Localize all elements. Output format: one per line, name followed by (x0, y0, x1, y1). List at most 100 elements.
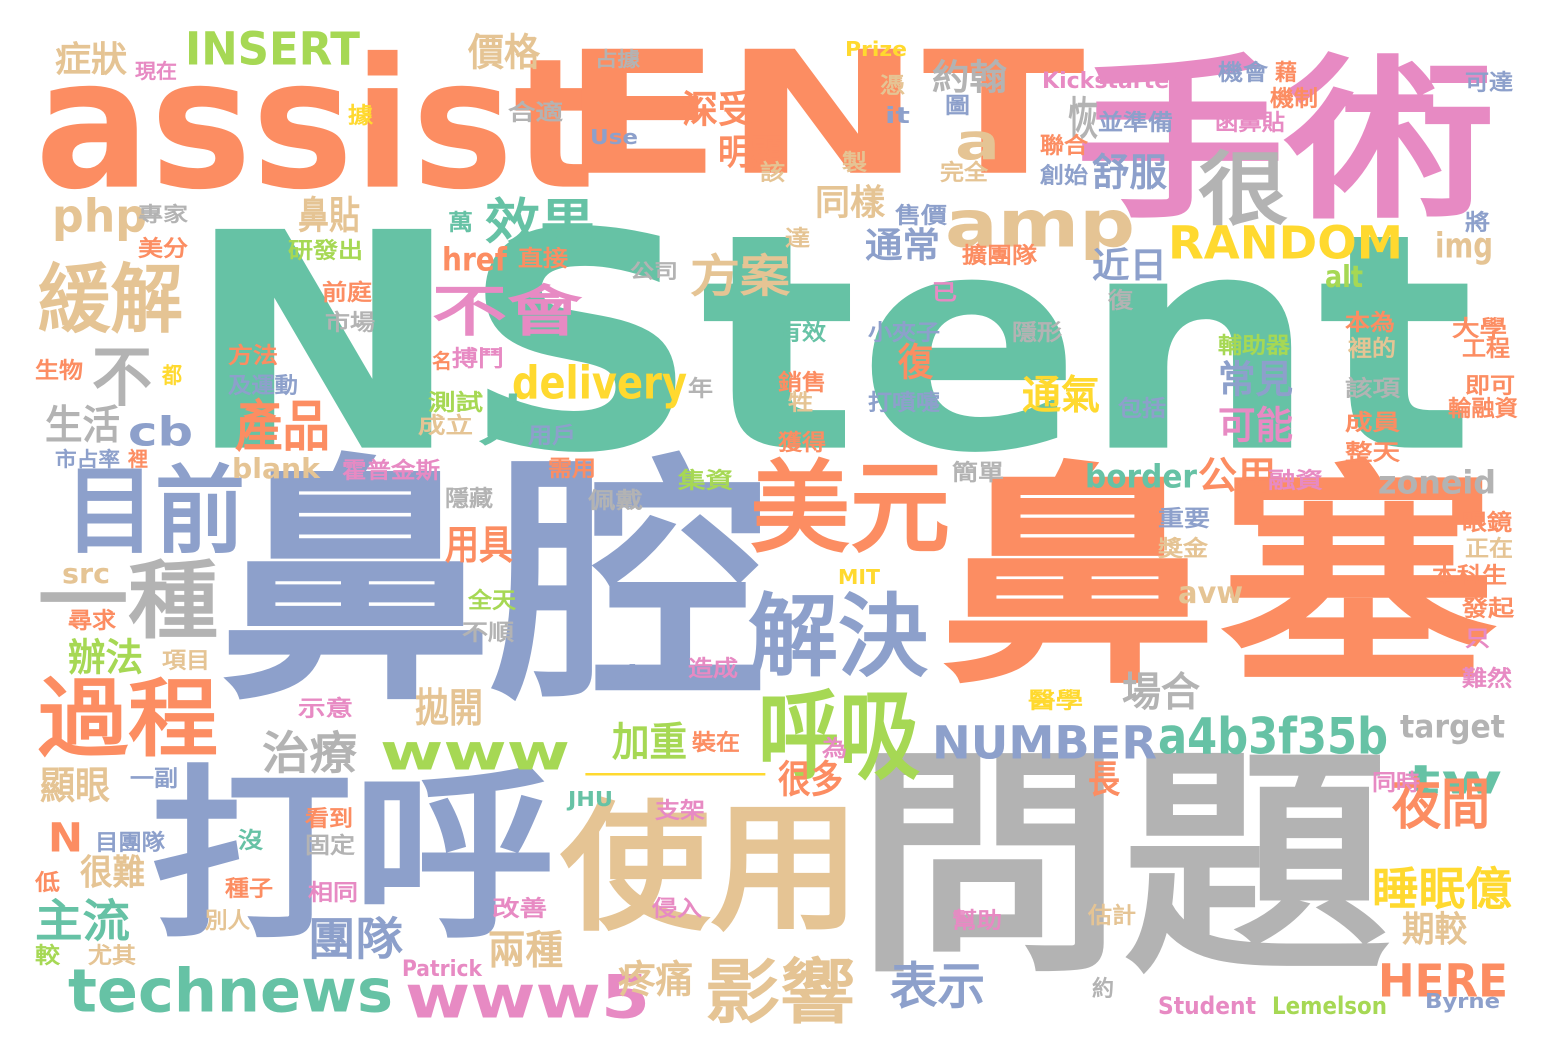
word-img: img (1435, 224, 1493, 267)
word-use: 使用 (560, 788, 860, 951)
word-border: border (1085, 458, 1198, 497)
word-small-clip: 小夾子 (868, 319, 941, 346)
word-many: 很多 (778, 758, 844, 803)
word-relieve: 緩解 (38, 255, 183, 344)
word-assist: assist (35, 20, 596, 230)
word-nasal-cavity: 鼻腔 (218, 433, 769, 737)
word-usd: 美元 (750, 451, 950, 568)
word-whole-day: 整天 (1345, 439, 1400, 466)
word-ten-thousand: 萬 (448, 209, 474, 236)
word-vestibule: 前庭 (322, 279, 373, 306)
word-joint: 聯合 (1040, 132, 1089, 159)
word-sleep-billion: 睡眠億 (1372, 863, 1513, 917)
word-livestock: 牲 (788, 389, 814, 416)
word-sneeze: 打噴嚏 (868, 389, 941, 416)
word-delivery: delivery (512, 357, 688, 411)
word-aggravate: 加重 (612, 718, 687, 766)
word-in-progress: 正在 (1465, 535, 1514, 562)
word-name: 名 (432, 349, 453, 374)
word-engineering: 工程 (1462, 335, 1511, 362)
word-founder: 創始 (1040, 162, 1089, 189)
word-method: 辦法 (68, 636, 143, 681)
word-invisible: 隱形 (1012, 319, 1063, 346)
word-a-kind: 一種 (38, 552, 218, 652)
word-patrick: Patrick (402, 955, 483, 982)
word-seed: 種子 (225, 875, 274, 902)
word-and-prepare: 並準備 (1098, 109, 1174, 136)
word-improve: 改善 (492, 895, 547, 922)
word-financing: 融資 (1268, 467, 1323, 494)
word-mechanism: 機制 (1270, 85, 1319, 112)
word-medicine: 醫學 (1028, 687, 1083, 714)
word-one: 一 (580, 762, 770, 789)
word-throw-off: 拋開 (415, 684, 484, 732)
word-just: 即可 (1465, 372, 1516, 399)
word-according: 據 (348, 102, 374, 129)
word-number: NUMBER (932, 717, 1158, 771)
word-letter-strip: 函鼻貼 (1215, 109, 1285, 136)
word-hidden: 隱藏 (445, 485, 494, 512)
word-although: 難然 (1462, 665, 1513, 692)
word-all-day: 全天 (468, 587, 517, 614)
word-not-smooth: 不順 (462, 619, 515, 646)
word-install-in: 裝在 (692, 729, 741, 756)
word-nstent: NStent (185, 169, 1476, 520)
word-especially: 尤其 (88, 942, 137, 969)
word-a: a (955, 113, 1001, 173)
word-for: 為 (822, 735, 848, 762)
word-completely: 完全 (940, 159, 989, 186)
word-ck: ck (608, 658, 649, 695)
word-that: 該 (760, 159, 786, 186)
word-plan: 方案 (690, 250, 791, 304)
word-hopkins: 霍普金斯 (342, 457, 441, 484)
word-prize-money: 獎金 (1158, 535, 1209, 562)
word-test: 測試 (428, 389, 483, 416)
word-expand-team: 擴團隊 (962, 242, 1038, 269)
word-php: php (52, 190, 147, 244)
word-indicate: 表示 (890, 957, 985, 1017)
word-www5: www5 (405, 962, 650, 1033)
word-suitable: 合適 (508, 99, 563, 126)
word-use-en: Use (590, 125, 639, 150)
word-way: 方法 (228, 342, 279, 369)
word-a-pair: 一副 (130, 765, 179, 792)
word-need-use: 需用 (548, 455, 597, 482)
word-nasal-strip: 鼻貼 (298, 194, 360, 239)
word-about: 約 (1092, 975, 1114, 1002)
word-help: 幫助 (952, 907, 1003, 934)
word-expert: 專家 (138, 202, 188, 227)
word-occupy: 占據 (595, 47, 640, 72)
word-assistive-device: 輔助器 (1218, 332, 1291, 359)
word-invasive: 侵入 (652, 895, 703, 922)
word-process: 過程 (38, 670, 218, 770)
word-market: 市場 (325, 309, 376, 336)
word-no: 沒 (238, 827, 264, 854)
word-important: 重要 (1158, 505, 1211, 532)
word-impact: 影響 (705, 951, 855, 1034)
word-already: 已 (932, 279, 958, 306)
word-here: HERE (1378, 955, 1508, 1009)
word-at-same-time: 同時 (1372, 769, 1421, 796)
word-two-kinds: 兩種 (488, 926, 563, 974)
word-simple: 簡單 (952, 459, 1005, 486)
word-see: 看到 (305, 805, 354, 832)
word-glasses: 眼鏡 (1462, 509, 1513, 536)
word-in-the: 裡的 (1348, 335, 1397, 362)
word-this-item: 該項 (1345, 375, 1400, 402)
word-team: 團隊 (308, 913, 404, 967)
word-john: 約翰 (932, 56, 1008, 99)
word-ventilation: 通氣 (1022, 371, 1100, 419)
word-make: 製 (842, 149, 868, 176)
word-rely: 憑 (880, 72, 906, 99)
word-very: 很 (1198, 142, 1288, 237)
word-figure: 圖 (945, 92, 971, 119)
word-amp: amp (945, 185, 1135, 263)
word-n: N (48, 814, 84, 862)
word-low: 低 (35, 869, 61, 896)
word-person: 人 (478, 390, 548, 455)
word-currently: 目前 (65, 456, 245, 568)
word-snoring: 打呼 (150, 749, 555, 965)
word-initiate: 發起 (1462, 595, 1515, 622)
word-company: 公司 (630, 259, 678, 284)
